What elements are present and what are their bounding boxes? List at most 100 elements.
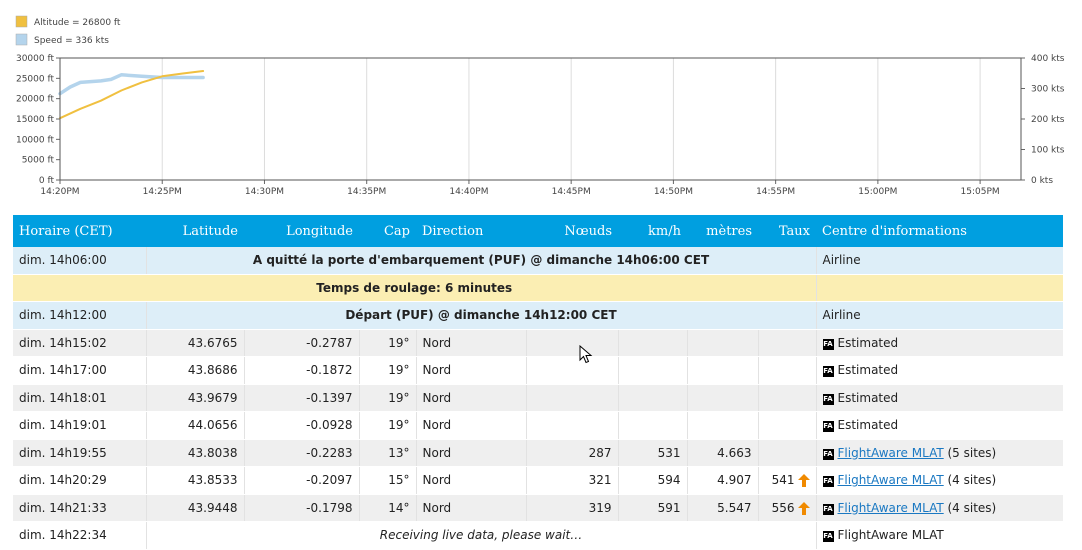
- longitude-cell: -0.1872: [244, 356, 360, 385]
- taxi-time-cell: Temps de roulage: 6 minutes: [13, 274, 817, 302]
- column-header[interactable]: Latitude: [146, 215, 244, 247]
- heading-cell: 13°: [359, 439, 417, 467]
- source-label: Airline: [822, 253, 861, 268]
- heading-cell: 15°: [359, 466, 417, 495]
- speed-point: [120, 73, 123, 76]
- rate-cell: [758, 329, 817, 357]
- flightaware-badge-icon: FA: [822, 338, 834, 350]
- heading-cell: 14°: [359, 494, 417, 522]
- speed-point: [181, 76, 184, 79]
- latitude-cell: 44.0656: [146, 411, 245, 440]
- knots-cell: 287: [526, 439, 619, 467]
- y-right-tick-label: 400 kts: [1031, 54, 1065, 64]
- column-header[interactable]: mètres: [687, 215, 758, 247]
- y-axis-right: 0 kts 100 kts 200 kts 300 kts 400 kts: [1021, 54, 1065, 186]
- event-cell: A quitté la porte d'embarquement (PUF) @…: [146, 247, 817, 275]
- x-tick-label: 15:00PM: [858, 187, 897, 197]
- chart-grid: [161, 58, 981, 180]
- heading-cell: 19°: [359, 411, 417, 440]
- flight-chart: Altitude = 26800 ft Speed = 336 kts 0 ft 5…: [15, 15, 1065, 197]
- column-header[interactable]: Longitude: [244, 215, 359, 247]
- time-cell: dim. 14h06:00: [13, 247, 147, 275]
- longitude-cell: -0.2097: [244, 466, 360, 495]
- altitude-cell: [687, 356, 759, 385]
- kmh-cell: [618, 384, 688, 412]
- knots-cell: [526, 329, 619, 357]
- table-row: dim. 14h19:01 44.0656 -0.0928 19° Nord FA Esti…: [13, 411, 1063, 440]
- latitude-cell: 43.6765: [146, 329, 245, 357]
- site-count: (4 sites): [943, 500, 997, 515]
- altitude-cell: [687, 411, 759, 440]
- kmh-cell: [618, 329, 688, 357]
- column-header[interactable]: Taux: [758, 215, 816, 247]
- rate-cell: 541: [758, 466, 817, 495]
- altitude-point: [181, 72, 184, 75]
- source-cell: FA Estimated: [816, 411, 1063, 440]
- event-row: dim. 14h12:00 Départ (PUF) @ dimanche 14h…: [13, 301, 1063, 330]
- time-cell: dim. 14h17:00: [13, 356, 147, 385]
- source-label: Airline: [822, 308, 861, 323]
- kmh-cell: 531: [618, 439, 688, 467]
- table-row: dim. 14h21:33 43.9448 -0.1798 14° Nord 319 591…: [13, 494, 1063, 522]
- y-left-tick-label: 5000 ft: [22, 156, 55, 166]
- latitude-cell: 43.8038: [146, 439, 245, 467]
- time-cell: dim. 14h18:01: [13, 384, 147, 412]
- altitude-point: [120, 89, 123, 92]
- knots-cell: [526, 356, 619, 385]
- longitude-cell: -0.2787: [244, 329, 360, 357]
- y-right-tick-label: 300 kts: [1031, 85, 1065, 95]
- column-header[interactable]: Nœuds: [526, 215, 618, 247]
- rate-cell: [758, 384, 817, 412]
- y-axis-left: 0 ft 5000 ft 10000 ft 15000 ft 20000 ft 25000…: [16, 54, 60, 186]
- x-axis: 14:20PM 14:25PM 14:30PM 14:35PM 14:40PM 14:45…: [40, 180, 1000, 197]
- flightaware-mlat-link[interactable]: FlightAware MLAT: [837, 473, 944, 488]
- longitude-cell: -0.1397: [244, 384, 360, 412]
- speed-point: [110, 78, 112, 81]
- altitude-cell: [687, 329, 759, 357]
- altitude-cell: 4.907: [687, 466, 759, 495]
- rate-value: 556: [771, 500, 795, 515]
- knots-cell: 319: [526, 494, 619, 522]
- speed-point: [202, 76, 204, 79]
- column-header[interactable]: Horaire (CET): [13, 215, 146, 247]
- x-tick-label: 14:25PM: [143, 187, 182, 197]
- source-cell: FA FlightAware MLAT: [816, 521, 1063, 550]
- legend-swatch: [15, 33, 28, 46]
- table-row: dim. 14h19:55 43.8038 -0.2283 13° Nord 287 531…: [13, 439, 1063, 467]
- climb-arrow-icon: [797, 474, 810, 488]
- x-tick-label: 14:40PM: [449, 187, 488, 197]
- flightaware-mlat-link[interactable]: FlightAware MLAT: [837, 500, 944, 515]
- rate-value: 541: [771, 473, 795, 488]
- y-left-tick-label: 30000 ft: [16, 54, 55, 64]
- source-cell: FA FlightAware MLAT (4 sites): [816, 466, 1063, 495]
- kmh-cell: 591: [618, 494, 688, 522]
- kmh-cell: 594: [618, 466, 688, 495]
- table-header-row: Horaire (CET) Latitude Longitude Cap Directi…: [13, 215, 1063, 247]
- mouse-cursor-icon: [579, 345, 593, 364]
- source-cell: [816, 274, 1063, 302]
- altitude-series-line: [59, 70, 205, 120]
- column-header[interactable]: km/h: [618, 215, 687, 247]
- longitude-cell: -0.2283: [244, 439, 360, 467]
- longitude-cell: -0.1798: [244, 494, 360, 522]
- x-tick-label: 14:30PM: [245, 187, 284, 197]
- direction-cell: Nord: [416, 439, 527, 467]
- direction-cell: Nord: [416, 384, 527, 412]
- x-tick-label: 14:35PM: [347, 187, 386, 197]
- latitude-cell: 43.8533: [146, 466, 245, 495]
- column-header[interactable]: Centre d'informations: [816, 215, 1063, 247]
- time-cell: dim. 14h15:02: [13, 329, 147, 357]
- source-label: Estimated: [837, 418, 899, 433]
- column-header[interactable]: Direction: [416, 215, 526, 247]
- speed-point: [79, 81, 82, 84]
- time-cell: dim. 14h19:01: [13, 411, 147, 440]
- table-body: dim. 14h06:00 A quitté la porte d'embarqu…: [13, 247, 1063, 550]
- climb-arrow-icon: [797, 501, 810, 515]
- flightaware-mlat-link[interactable]: FlightAware MLAT: [837, 445, 944, 460]
- speed-series-line: [58, 73, 205, 96]
- live-status-row: dim. 14h22:34 Receiving live data, please…: [13, 521, 1063, 550]
- table-row: dim. 14h18:01 43.9679 -0.1397 19° Nord FA Esti…: [13, 384, 1063, 412]
- column-header[interactable]: Cap: [359, 215, 416, 247]
- knots-cell: [526, 411, 619, 440]
- speed-point: [100, 80, 102, 82]
